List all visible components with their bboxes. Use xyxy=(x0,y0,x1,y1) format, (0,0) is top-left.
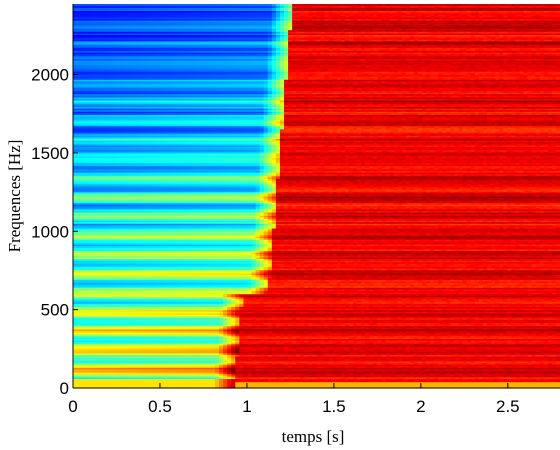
heatmap-cell xyxy=(81,4,86,6)
heatmap-cell xyxy=(93,4,98,6)
heatmap-cell xyxy=(77,4,82,6)
heatmap-cell xyxy=(110,4,115,6)
heatmap-cell xyxy=(73,4,78,6)
heatmap-cell xyxy=(101,4,106,6)
heatmap-cell xyxy=(97,4,102,6)
heatmap-cell xyxy=(89,4,94,6)
plot-area xyxy=(73,4,560,389)
heatmap-cell xyxy=(85,4,90,6)
heatmap-cell xyxy=(105,4,110,6)
